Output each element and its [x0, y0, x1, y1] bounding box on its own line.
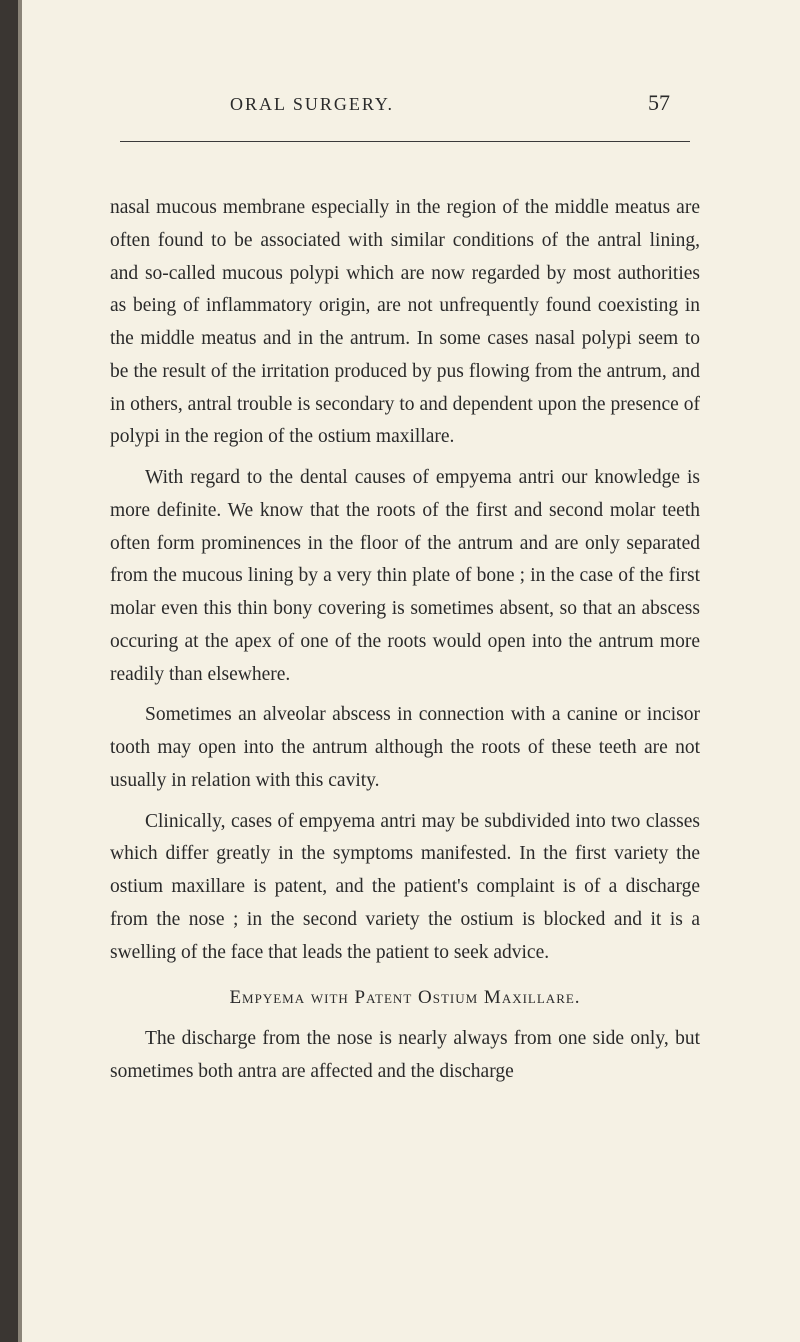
page-number: 57: [648, 90, 670, 116]
header-divider: [120, 141, 690, 142]
section-heading: Empyema with Patent Ostium Maxillare.: [110, 987, 700, 1009]
paragraph-1: nasal mucous membrane especially in the …: [110, 192, 700, 454]
page-header: ORAL SURGERY. 57: [110, 90, 700, 116]
left-page-margin-inner: [18, 0, 22, 1342]
paragraph-2: With regard to the dental causes of empy…: [110, 462, 700, 691]
header-title: ORAL SURGERY.: [230, 94, 394, 115]
left-page-margin: [0, 0, 18, 1342]
paragraph-5: The discharge from the nose is nearly al…: [110, 1023, 700, 1089]
paragraph-4: Clinically, cases of empyema antri may b…: [110, 806, 700, 970]
paragraph-3: Sometimes an alveolar abscess in connect…: [110, 699, 700, 797]
